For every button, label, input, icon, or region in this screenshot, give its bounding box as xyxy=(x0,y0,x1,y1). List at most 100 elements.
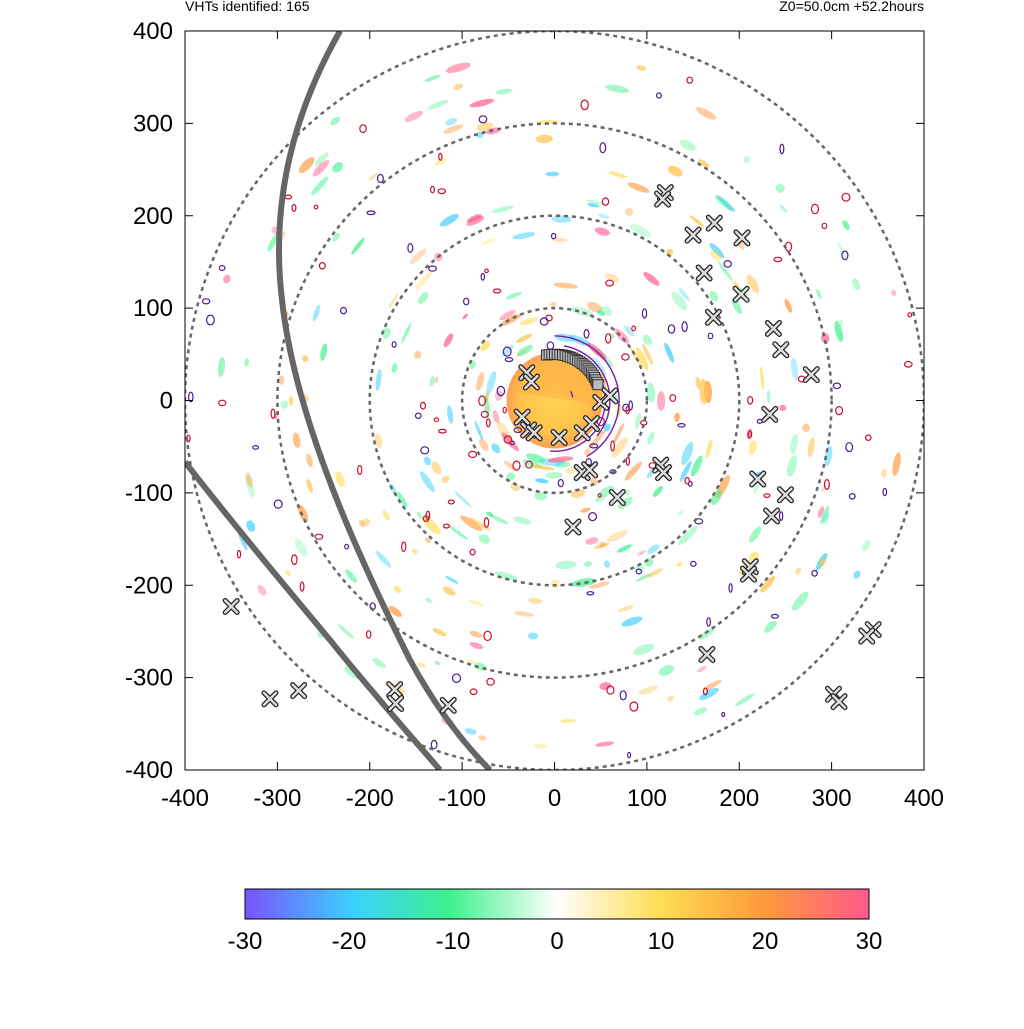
field-blob xyxy=(598,485,615,498)
field-blob xyxy=(779,404,787,412)
contour-loop xyxy=(447,499,455,505)
field-blob xyxy=(698,628,715,640)
field-blob xyxy=(664,342,675,363)
field-blob xyxy=(642,334,652,346)
vht-marker xyxy=(525,424,543,442)
field-blob xyxy=(634,413,642,429)
contour-loop xyxy=(690,560,697,567)
vht-marker xyxy=(439,696,457,714)
y-tick-label: -400 xyxy=(125,757,173,784)
field-blob xyxy=(604,273,620,283)
field-blob xyxy=(361,518,371,527)
contour-loop xyxy=(810,203,820,215)
contour-loop xyxy=(641,308,648,319)
contour-loop xyxy=(845,442,854,453)
contour-loop xyxy=(625,456,631,466)
field-blob xyxy=(817,506,825,518)
field-blob xyxy=(411,548,418,555)
field-blob xyxy=(588,581,610,589)
field-blob xyxy=(501,344,514,357)
field-blob xyxy=(245,472,253,488)
field-blob xyxy=(515,333,533,343)
range-ring xyxy=(460,306,649,495)
field-blob xyxy=(330,116,341,126)
contour-loop xyxy=(205,314,215,326)
field-blob xyxy=(608,171,628,179)
vht-marker xyxy=(550,428,568,446)
field-blob xyxy=(217,356,226,377)
field-blob xyxy=(393,585,402,593)
field-blob xyxy=(484,395,490,419)
contour-loop xyxy=(599,142,607,154)
contour-loop xyxy=(882,487,888,497)
field-blob xyxy=(358,520,365,528)
field-blob xyxy=(476,131,484,139)
field-blob xyxy=(244,358,250,367)
field-blob xyxy=(404,110,423,122)
contour-loop xyxy=(589,443,599,449)
field-blob xyxy=(760,575,776,593)
field-blob xyxy=(332,162,343,173)
contour-loop xyxy=(359,124,367,134)
field-blob xyxy=(786,455,798,477)
field-blob xyxy=(635,573,652,582)
field-blob xyxy=(345,569,358,583)
field-blob xyxy=(636,347,649,371)
contour-loop xyxy=(635,568,643,575)
x-tick-label: -300 xyxy=(253,785,301,812)
field-blob xyxy=(709,242,724,259)
y-tick-label: 400 xyxy=(133,18,173,45)
contour-loop xyxy=(597,493,602,498)
field-blob xyxy=(454,491,472,508)
contour-loop xyxy=(492,288,502,294)
contour-loop xyxy=(631,325,636,332)
contour-loop xyxy=(707,332,714,340)
contour-loop xyxy=(545,314,553,322)
colorbar-tick-label: 30 xyxy=(856,928,883,955)
field-blob xyxy=(652,485,664,497)
field-blob xyxy=(680,139,696,151)
field-blob xyxy=(468,599,484,607)
contour-loop xyxy=(284,194,293,200)
field-blob xyxy=(280,400,289,409)
colorbar-tick-label: -20 xyxy=(332,928,367,955)
field-blob xyxy=(424,74,441,82)
field-blob xyxy=(431,461,442,475)
contour-loop xyxy=(629,701,639,712)
field-blob xyxy=(585,537,599,545)
field-blob xyxy=(320,343,328,361)
vht-marker xyxy=(581,461,599,479)
contour-loop xyxy=(496,385,506,397)
field-blob xyxy=(531,464,555,471)
field-blob xyxy=(698,159,710,168)
x-tick-label: 100 xyxy=(627,785,667,812)
x-tick-label: 0 xyxy=(548,785,561,812)
field-blob xyxy=(714,195,733,212)
field-blob xyxy=(409,248,427,265)
vht-marker xyxy=(704,308,722,326)
field-blob xyxy=(647,568,663,578)
contour-loop xyxy=(414,412,422,420)
contour-loop xyxy=(841,250,849,261)
field-blob xyxy=(667,695,675,702)
contour-loop xyxy=(273,499,283,509)
vht-count-label: VHTs identified: 165 xyxy=(185,0,310,14)
contour-loop xyxy=(252,445,260,450)
field-blob xyxy=(469,98,495,108)
contour-loop xyxy=(811,569,818,577)
contour-loop xyxy=(428,265,437,272)
field-blob xyxy=(853,570,861,579)
contour-loop xyxy=(484,268,489,274)
field-blob xyxy=(838,325,844,343)
field-blob xyxy=(784,298,793,313)
colorbar-tick-label: 0 xyxy=(550,928,563,955)
y-tick-label: -100 xyxy=(125,480,173,507)
field-blob xyxy=(599,682,612,691)
contour-loop xyxy=(480,410,489,418)
field-blob xyxy=(795,567,802,575)
field-blob xyxy=(551,579,560,589)
contour-loop xyxy=(601,197,610,206)
field-blob xyxy=(820,505,830,525)
field-blob xyxy=(295,538,308,557)
